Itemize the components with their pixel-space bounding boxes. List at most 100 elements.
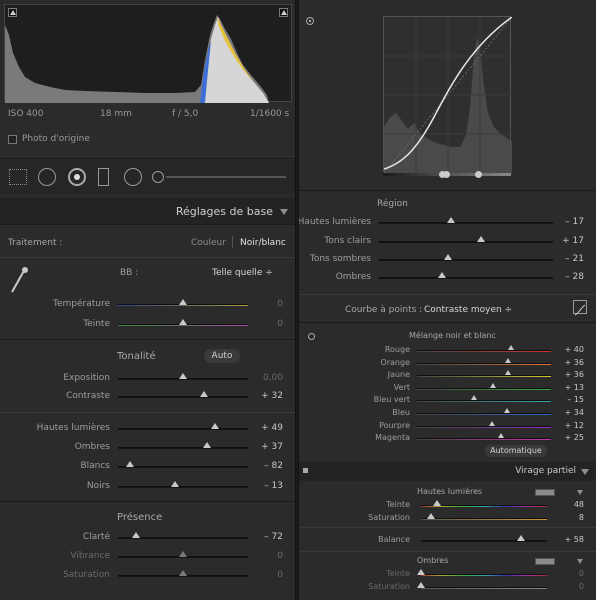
bw-channel-slider-track[interactable] (417, 350, 551, 352)
bw-channel-slider-thumb[interactable] (489, 420, 496, 426)
curve-highlights-slider-track[interactable] (379, 222, 553, 224)
crop-overlay-icon[interactable] (9, 169, 27, 185)
split-toning-switch-icon[interactable] (303, 468, 308, 473)
blacks-value[interactable]: – 13 (264, 481, 283, 491)
brush-size-slider[interactable] (166, 176, 286, 178)
split-sh-saturation-value[interactable]: 0 (578, 582, 584, 591)
clarity-slider-thumb[interactable] (132, 532, 141, 538)
temperature-slider-thumb[interactable] (179, 299, 187, 305)
adjustment-brush-icon[interactable] (152, 171, 164, 183)
bw-channel-slider-track[interactable] (417, 413, 551, 415)
shadows-swatch-dropdown-icon[interactable] (577, 559, 583, 564)
clarity-value[interactable]: – 72 (264, 532, 283, 542)
auto-tone-button[interactable]: Auto (204, 349, 240, 363)
curve-lights-value[interactable]: + 17 (562, 236, 584, 246)
saturation-value[interactable]: 0 (277, 570, 283, 580)
bw-channel-slider-thumb[interactable] (497, 433, 504, 439)
radial-filter-icon[interactable] (124, 168, 142, 186)
shadows-slider-track[interactable] (118, 447, 248, 449)
split-sh-saturation-slider-thumb[interactable] (417, 582, 425, 588)
split-balance-slider-thumb[interactable] (516, 535, 525, 541)
curve-darks-value[interactable]: – 21 (565, 254, 584, 264)
bw-channel-slider-thumb[interactable] (470, 395, 477, 401)
vibrance-value[interactable]: 0 (277, 551, 283, 561)
tint-value[interactable]: 0 (277, 319, 283, 329)
tint-slider-thumb[interactable] (179, 319, 187, 325)
bw-channel-value[interactable]: – 15 (567, 395, 584, 405)
original-photo-checkbox[interactable] (8, 135, 17, 144)
basic-panel-header[interactable]: Réglages de base (0, 198, 295, 224)
bw-channel-value[interactable]: + 12 (564, 420, 584, 430)
bw-channel-value[interactable]: + 25 (564, 433, 584, 443)
bw-channel-value[interactable]: + 13 (564, 382, 584, 392)
curve-darks-slider-thumb[interactable] (443, 254, 452, 260)
clip-shadows-icon[interactable] (8, 8, 17, 17)
highlights-swatch-dropdown-icon[interactable] (577, 490, 583, 495)
highlights-value[interactable]: + 49 (261, 423, 283, 433)
contrast-slider-thumb[interactable] (199, 391, 208, 397)
split-hl-saturation-slider-thumb[interactable] (427, 513, 436, 519)
curve-darks-slider-track[interactable] (379, 259, 553, 261)
bw-channel-slider-thumb[interactable] (507, 345, 514, 350)
bw-channel-slider-track[interactable] (417, 362, 551, 365)
highlights-slider-track[interactable] (118, 428, 248, 430)
bw-auto-button[interactable]: Automatique (485, 445, 547, 457)
clip-highlights-icon[interactable] (279, 8, 288, 17)
bw-channel-slider-thumb[interactable] (489, 382, 496, 388)
temperature-value[interactable]: 0 (277, 299, 283, 309)
curve-highlights-value[interactable]: – 17 (565, 217, 584, 227)
shadows-slider-thumb[interactable] (203, 442, 212, 448)
bw-channel-slider-thumb[interactable] (505, 357, 512, 363)
split-balance-slider-track[interactable] (421, 540, 547, 542)
split-balance-value[interactable]: + 58 (564, 535, 584, 544)
split-sh-saturation-slider-track[interactable] (421, 587, 547, 589)
contrast-value[interactable]: + 32 (261, 391, 283, 401)
blacks-slider-track[interactable] (118, 486, 248, 488)
whites-slider-thumb[interactable] (125, 461, 134, 467)
split-hl-hue-slider-track[interactable] (421, 505, 547, 507)
highlights-color-swatch[interactable] (535, 489, 555, 496)
blacks-slider-thumb[interactable] (170, 481, 179, 487)
contrast-slider-track[interactable] (118, 396, 248, 398)
split-hl-saturation-value[interactable]: 8 (578, 513, 584, 522)
split-toning-collapse-icon[interactable] (581, 469, 589, 475)
target-adjustment-icon[interactable] (306, 17, 314, 25)
whites-value[interactable]: – 82 (264, 461, 283, 471)
tone-curve-graph[interactable] (383, 16, 513, 174)
bw-channel-slider-track[interactable] (417, 438, 551, 441)
split-hl-saturation-slider-track[interactable] (421, 518, 547, 520)
split-sh-hue-value[interactable]: 0 (578, 569, 584, 578)
spot-removal-icon[interactable] (38, 168, 56, 186)
shadows-color-swatch[interactable] (535, 558, 555, 565)
whites-slider-track[interactable] (118, 466, 248, 468)
bw-channel-slider-track[interactable] (417, 400, 551, 403)
curve-lights-slider-track[interactable] (379, 241, 553, 243)
curve-highlights-slider-thumb[interactable] (447, 217, 456, 223)
bw-channel-slider-track[interactable] (417, 375, 551, 378)
point-curve-select[interactable]: Contraste moyen ÷ (424, 305, 513, 315)
split-sh-hue-slider-thumb[interactable] (417, 569, 425, 575)
treatment-bw-option[interactable]: Noir/blanc (240, 238, 286, 248)
split-toning-header[interactable]: Virage partiel (299, 462, 596, 481)
curve-shadows-slider-track[interactable] (379, 277, 553, 279)
bw-channel-slider-track[interactable] (417, 387, 551, 390)
split-point-1-icon[interactable] (439, 171, 446, 178)
bw-channel-value[interactable]: + 34 (564, 408, 584, 417)
bw-channel-slider-track[interactable] (417, 425, 551, 428)
bw-channel-slider-thumb[interactable] (505, 370, 512, 376)
red-eye-icon[interactable] (68, 168, 86, 186)
bw-channel-value[interactable]: + 40 (564, 345, 584, 354)
split-hl-hue-value[interactable]: 48 (573, 500, 584, 509)
curve-shadows-value[interactable]: – 28 (565, 272, 584, 282)
bw-target-adjustment-icon[interactable] (308, 333, 315, 340)
curve-lights-slider-thumb[interactable] (476, 236, 485, 242)
highlights-slider-thumb[interactable] (210, 423, 219, 429)
split-point-2-icon[interactable] (443, 171, 450, 178)
graduated-filter-icon[interactable] (98, 168, 109, 186)
bw-channel-value[interactable]: + 36 (564, 357, 584, 367)
shadows-value[interactable]: + 37 (261, 442, 283, 452)
vibrance-slider-thumb[interactable] (179, 551, 187, 557)
bw-channel-slider-thumb[interactable] (503, 408, 510, 413)
clarity-slider-track[interactable] (118, 537, 248, 539)
split-point-3-icon[interactable] (475, 171, 482, 178)
